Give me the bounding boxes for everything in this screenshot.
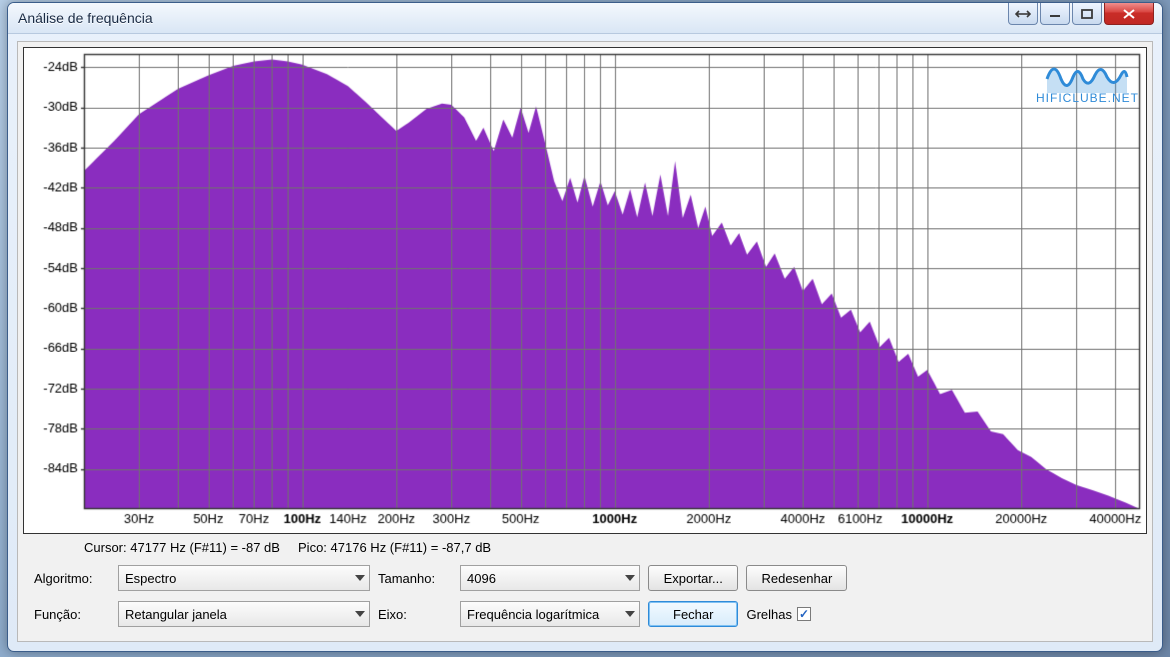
fechar-button[interactable]: Fechar	[648, 601, 738, 627]
funcao-label: Função:	[34, 607, 110, 622]
cursor-label: Cursor:	[84, 540, 127, 555]
eixo-label: Eixo:	[378, 607, 452, 622]
algoritmo-select[interactable]: Espectro	[118, 565, 370, 591]
grelhas-checkbox[interactable]: Grelhas ✓	[746, 607, 811, 622]
spectrum-canvas	[23, 47, 1147, 534]
window-title: Análise de frequência	[18, 10, 1008, 26]
maximize-button[interactable]	[1072, 3, 1102, 25]
titlebar[interactable]: Análise de frequência	[8, 3, 1162, 34]
check-icon: ✓	[799, 608, 809, 620]
status-line: Cursor: 47177 Hz (F#11) = -87 dB Pico: 4…	[18, 534, 1152, 565]
chevron-down-icon	[625, 611, 635, 617]
chevron-down-icon	[355, 611, 365, 617]
algoritmo-label: Algoritmo:	[34, 571, 110, 586]
redesenhar-button[interactable]: Redesenhar	[746, 565, 847, 591]
resize-button[interactable]	[1008, 3, 1038, 25]
funcao-select[interactable]: Retangular janela	[118, 601, 370, 627]
exportar-button[interactable]: Exportar...	[648, 565, 738, 591]
tamanho-select[interactable]: 4096	[460, 565, 640, 591]
eixo-value: Frequência logarítmica	[467, 607, 599, 622]
tamanho-label: Tamanho:	[378, 571, 452, 586]
eixo-select[interactable]: Frequência logarítmica	[460, 601, 640, 627]
chevron-down-icon	[625, 575, 635, 581]
close-button[interactable]	[1104, 3, 1154, 25]
controls-panel: Algoritmo: Espectro Tamanho: 4096 Export…	[18, 565, 1152, 641]
chevron-down-icon	[355, 575, 365, 581]
minimize-button[interactable]	[1040, 3, 1070, 25]
peak-label: Pico:	[298, 540, 327, 555]
spectrum-chart: HIFICLUBE.NET	[23, 47, 1147, 534]
frequency-analysis-window: Análise de frequência	[7, 2, 1163, 652]
cursor-value: 47177 Hz (F#11) = -87 dB	[130, 540, 280, 555]
algoritmo-value: Espectro	[125, 571, 176, 586]
client-area: HIFICLUBE.NET Cursor: 47177 Hz (F#11) = …	[17, 41, 1153, 642]
peak-value: 47176 Hz (F#11) = -87,7 dB	[331, 540, 492, 555]
tamanho-value: 4096	[467, 571, 496, 586]
grelhas-label: Grelhas	[746, 607, 792, 622]
funcao-value: Retangular janela	[125, 607, 227, 622]
